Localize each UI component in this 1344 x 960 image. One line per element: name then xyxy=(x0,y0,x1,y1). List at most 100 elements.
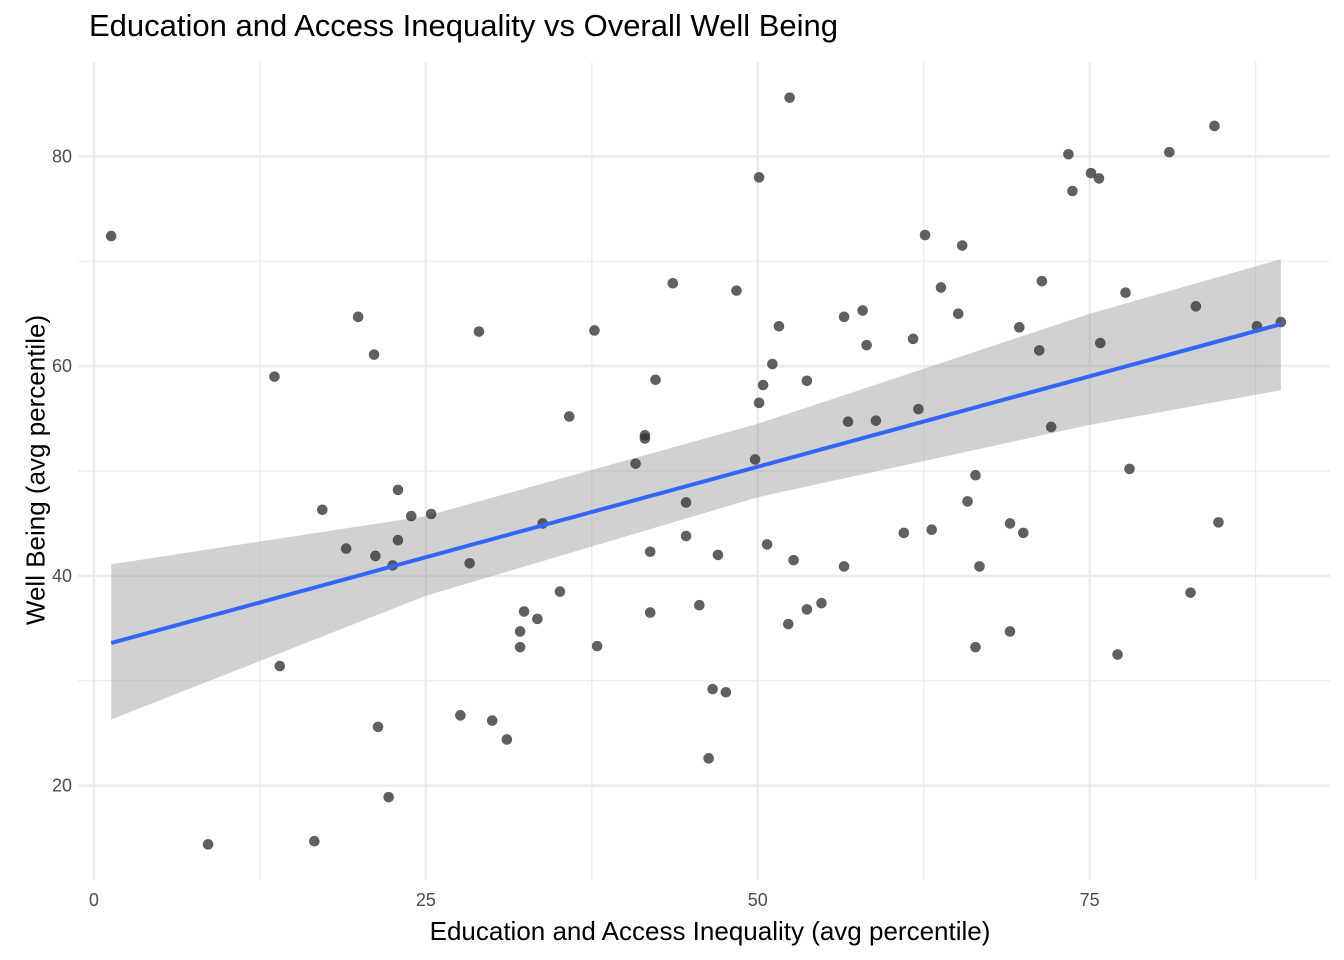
data-point xyxy=(1036,275,1048,287)
data-point xyxy=(952,308,964,319)
data-point xyxy=(644,607,656,618)
data-point xyxy=(1095,337,1106,349)
data-point xyxy=(703,753,714,764)
data-point xyxy=(898,527,910,539)
data-point xyxy=(753,172,765,183)
data-point xyxy=(757,379,769,391)
data-point xyxy=(554,586,566,597)
y-tick-label: 80 xyxy=(52,146,72,166)
data-point xyxy=(1033,345,1045,356)
data-point xyxy=(731,285,742,296)
y-tick-label: 20 xyxy=(52,776,72,796)
data-point xyxy=(712,549,724,561)
data-point xyxy=(501,734,513,745)
data-point xyxy=(783,618,794,630)
data-point xyxy=(861,339,872,351)
data-point xyxy=(962,496,973,507)
data-point xyxy=(368,349,380,360)
data-point xyxy=(591,640,603,652)
data-point xyxy=(926,524,937,536)
data-point xyxy=(913,403,924,415)
data-point xyxy=(816,597,827,609)
x-tick-label: 25 xyxy=(416,890,436,910)
data-point xyxy=(1067,185,1078,197)
data-point xyxy=(1120,287,1131,299)
data-point xyxy=(773,320,785,332)
data-points xyxy=(105,92,1287,850)
data-point xyxy=(1085,167,1097,179)
data-point xyxy=(956,240,968,251)
x-tick-label: 75 xyxy=(1080,890,1100,910)
data-point xyxy=(630,458,641,469)
x-axis-title: Education and Access Inequality (avg per… xyxy=(429,916,991,946)
data-point xyxy=(857,305,868,316)
data-point xyxy=(667,277,679,289)
data-point xyxy=(1004,626,1016,637)
data-point xyxy=(1213,517,1224,528)
data-point xyxy=(473,326,485,337)
data-point xyxy=(1045,421,1057,433)
data-point xyxy=(801,604,813,615)
data-point xyxy=(274,660,286,672)
data-point xyxy=(1124,463,1135,475)
data-point xyxy=(870,415,882,426)
data-point xyxy=(639,433,651,444)
data-point xyxy=(464,557,475,569)
data-point xyxy=(761,539,773,550)
regression-line xyxy=(110,322,1282,645)
data-point xyxy=(1185,587,1196,598)
data-point xyxy=(753,397,765,409)
data-point xyxy=(105,230,117,242)
data-point xyxy=(842,416,854,428)
data-point xyxy=(563,411,575,422)
data-point xyxy=(1063,148,1074,160)
data-point xyxy=(352,311,364,323)
data-point xyxy=(392,534,404,546)
data-point xyxy=(784,92,795,103)
data-point xyxy=(370,550,381,562)
data-point xyxy=(970,641,981,653)
data-point xyxy=(532,613,543,625)
data-point xyxy=(1014,322,1025,333)
data-point xyxy=(514,626,526,637)
data-point xyxy=(340,543,352,554)
data-point xyxy=(1209,120,1220,132)
data-point xyxy=(514,641,526,653)
data-point xyxy=(309,835,320,847)
y-axis-title: Well Being (avg percentile) xyxy=(20,314,51,626)
data-point xyxy=(1190,301,1202,312)
data-point xyxy=(455,710,466,721)
data-point xyxy=(1004,518,1016,529)
axis-tick-labels: 0 25 50 75 20 40 60 80 xyxy=(52,146,1100,910)
data-point xyxy=(372,721,384,733)
data-point xyxy=(644,546,656,558)
data-point xyxy=(405,510,417,522)
data-point xyxy=(749,454,761,465)
chart-title: Education and Access Inequality vs Overa… xyxy=(89,8,838,43)
data-point xyxy=(425,508,437,520)
data-point xyxy=(788,554,799,566)
data-point xyxy=(1164,146,1175,158)
y-tick-label: 60 xyxy=(52,356,72,376)
x-tick-label: 0 xyxy=(89,890,99,910)
data-point xyxy=(680,497,692,508)
confidence-band-area xyxy=(111,259,1281,720)
data-point xyxy=(694,599,705,611)
data-point xyxy=(518,606,530,617)
data-point xyxy=(680,530,692,542)
data-point xyxy=(1093,173,1105,184)
data-point xyxy=(383,791,394,803)
data-point xyxy=(801,375,813,387)
data-point xyxy=(1018,527,1029,539)
data-point xyxy=(838,561,850,572)
data-point xyxy=(269,371,280,382)
data-point xyxy=(919,229,931,241)
data-point xyxy=(970,469,981,481)
data-point xyxy=(1112,649,1123,660)
data-point xyxy=(974,561,985,572)
data-point xyxy=(202,839,214,850)
data-point xyxy=(907,333,919,345)
data-point xyxy=(838,311,850,323)
y-tick-label: 40 xyxy=(52,566,72,586)
